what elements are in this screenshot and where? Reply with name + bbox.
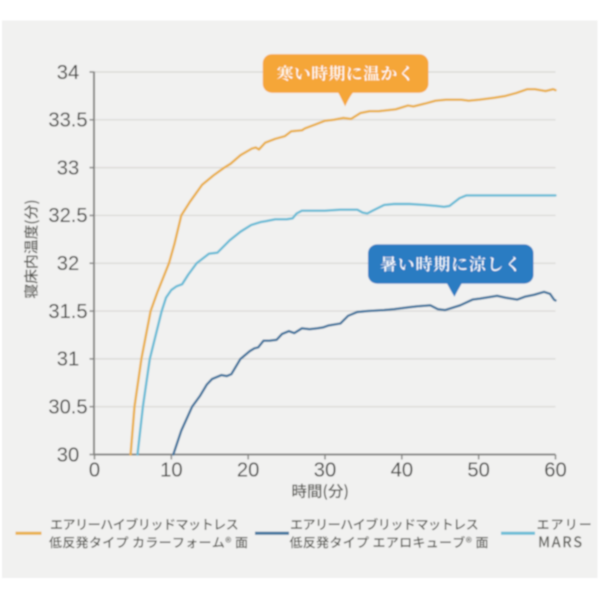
svg-text:31: 31 bbox=[57, 349, 79, 371]
svg-text:32.5: 32.5 bbox=[48, 205, 87, 227]
svg-text:31.5: 31.5 bbox=[48, 301, 87, 323]
svg-text:33: 33 bbox=[57, 157, 79, 179]
svg-text:40: 40 bbox=[391, 460, 413, 482]
svg-text:33.5: 33.5 bbox=[48, 110, 87, 132]
svg-text:32: 32 bbox=[57, 253, 79, 275]
svg-text:30: 30 bbox=[57, 444, 79, 466]
svg-text:0: 0 bbox=[89, 460, 100, 482]
svg-text:34: 34 bbox=[57, 62, 79, 84]
svg-text:20: 20 bbox=[237, 460, 259, 482]
svg-text:30.5: 30.5 bbox=[48, 396, 87, 418]
svg-text:60: 60 bbox=[544, 460, 566, 482]
svg-text:30: 30 bbox=[314, 460, 336, 482]
svg-text:10: 10 bbox=[160, 460, 182, 482]
svg-text:50: 50 bbox=[467, 460, 489, 482]
